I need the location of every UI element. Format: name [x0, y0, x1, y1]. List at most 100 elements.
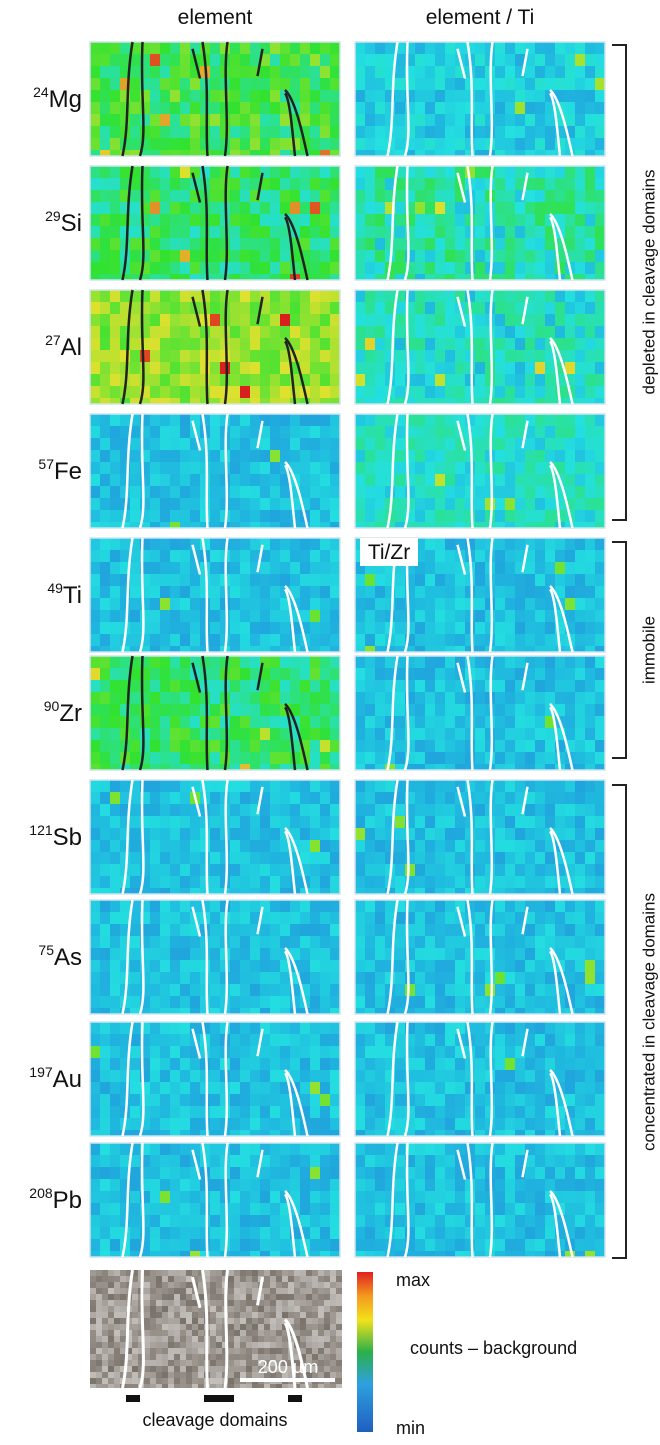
map-cell	[230, 1046, 240, 1058]
map-cell	[250, 716, 260, 728]
map-cell	[365, 1143, 375, 1155]
map-cell	[310, 828, 320, 840]
map-cell	[170, 704, 180, 716]
map-cell	[505, 960, 515, 972]
map-cell	[515, 398, 525, 404]
map-cell	[575, 972, 585, 984]
map-cell	[535, 326, 545, 338]
map-cell	[465, 598, 475, 610]
map-cell	[365, 486, 375, 498]
map-cell	[100, 828, 110, 840]
map-cell	[280, 302, 290, 314]
map-cell	[290, 1058, 300, 1070]
map-cell	[455, 114, 465, 126]
map-cell	[535, 562, 545, 574]
map-cell	[445, 1082, 455, 1094]
map-cell	[210, 1215, 220, 1227]
map-cell	[210, 426, 220, 438]
map-cell	[415, 704, 425, 716]
map-cell	[270, 362, 280, 374]
map-cell	[250, 1191, 260, 1203]
map-cell	[190, 290, 200, 302]
map-cell	[505, 314, 515, 326]
map-cell	[310, 1167, 320, 1179]
map-cell	[475, 114, 485, 126]
map-cell	[230, 1239, 240, 1251]
map-cell	[330, 326, 340, 338]
map-cell	[355, 900, 365, 912]
map-cell	[545, 562, 555, 574]
map-cell	[110, 126, 120, 138]
map-cell	[455, 876, 465, 888]
map-cell	[445, 888, 455, 894]
map-cell	[180, 1034, 190, 1046]
map-cell	[525, 462, 535, 474]
map-cell	[485, 350, 495, 362]
map-cell	[475, 510, 485, 522]
map-cell	[190, 852, 200, 864]
map-cell	[505, 562, 515, 574]
map-panel	[90, 656, 340, 770]
map-cell	[330, 138, 340, 150]
map-cell	[435, 290, 445, 302]
map-cell	[585, 426, 595, 438]
map-cell	[180, 610, 190, 622]
map-cell	[355, 302, 365, 314]
map-cell	[300, 202, 310, 214]
map-cell	[190, 238, 200, 250]
map-cell	[160, 1155, 170, 1167]
map-cell	[230, 656, 240, 668]
map-cell	[170, 740, 180, 752]
map-cell	[170, 900, 180, 912]
map-cell	[365, 102, 375, 114]
map-cell	[250, 656, 260, 668]
map-cell	[320, 214, 330, 226]
map-cell	[475, 574, 485, 586]
map-cell	[375, 226, 385, 238]
map-cell	[110, 414, 120, 426]
map-cell	[130, 972, 140, 984]
map-cell	[505, 150, 515, 156]
map-cell	[535, 54, 545, 66]
map-cell	[435, 864, 445, 876]
map-cell	[130, 350, 140, 362]
map-cell	[585, 716, 595, 728]
map-cell	[250, 888, 260, 894]
map-cell	[310, 598, 320, 610]
map-cell	[535, 114, 545, 126]
map-cell	[545, 1155, 555, 1167]
map-cell	[190, 1070, 200, 1082]
map-cell	[425, 66, 435, 78]
map-cell	[90, 1106, 100, 1118]
map-cell	[435, 1155, 445, 1167]
map-cell	[575, 102, 585, 114]
map-cell	[585, 302, 595, 314]
map-cell	[445, 190, 455, 202]
map-cell	[475, 102, 485, 114]
map-cell	[130, 1058, 140, 1070]
map-cell	[250, 114, 260, 126]
map-cell	[455, 646, 465, 652]
map-cell	[150, 646, 160, 652]
map-cell	[260, 498, 270, 510]
map-cell	[240, 374, 250, 386]
map-cell	[150, 462, 160, 474]
map-cell	[355, 274, 365, 280]
map-cell	[280, 1167, 290, 1179]
map-cell	[545, 202, 555, 214]
map-cell	[170, 178, 180, 190]
map-cell	[310, 996, 320, 1008]
map-cell	[435, 150, 445, 156]
map-cell	[200, 450, 210, 462]
map-cell	[415, 598, 425, 610]
map-cell	[320, 1251, 330, 1257]
map-cell	[310, 202, 320, 214]
map-cell	[375, 150, 385, 156]
map-cell	[425, 936, 435, 948]
map-cell	[475, 704, 485, 716]
map-cell	[270, 90, 280, 102]
map-cell	[515, 474, 525, 486]
map-cell	[280, 764, 290, 770]
map-cell	[445, 550, 455, 562]
map-cell	[330, 274, 340, 280]
